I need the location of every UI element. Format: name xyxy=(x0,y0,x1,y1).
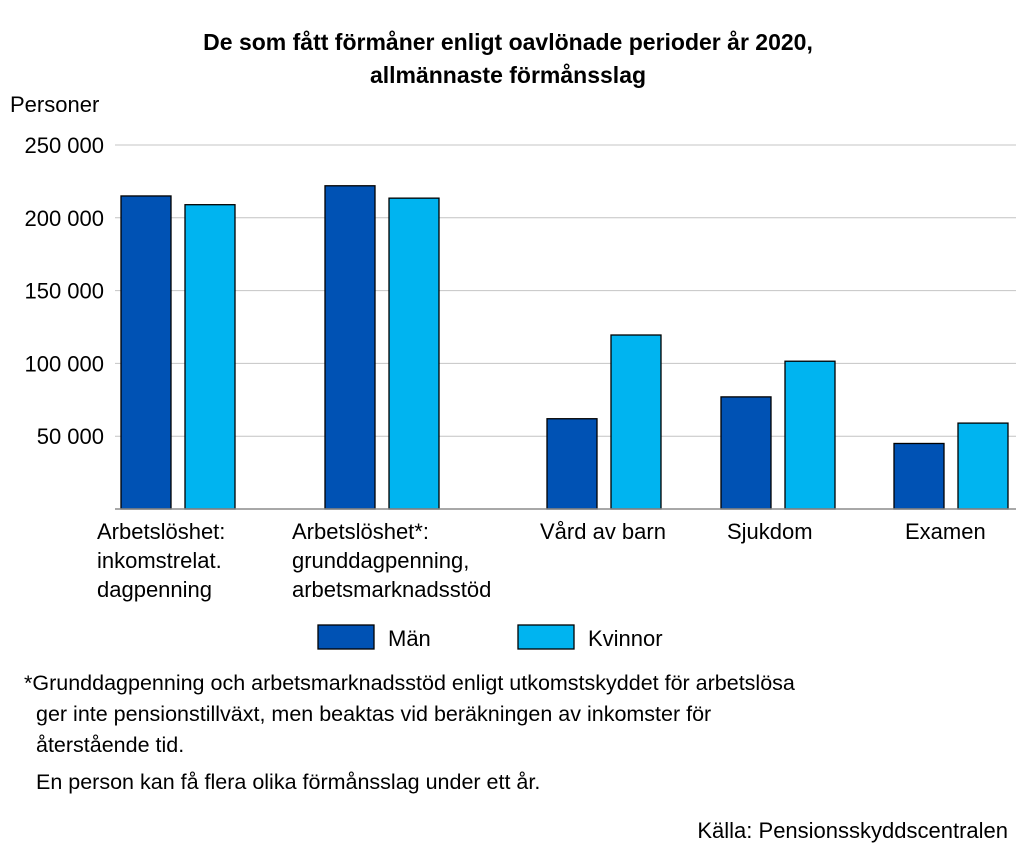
footnote-line-1: *Grunddagpenning och arbetsmarknadsstöd … xyxy=(24,671,795,695)
y-axis-tick-labels: 50 000 100 000 150 000 200 000 250 000 xyxy=(24,133,104,449)
legend-swatch-man xyxy=(317,624,375,650)
y-tick-label: 150 000 xyxy=(24,279,104,304)
y-axis-label: Personer xyxy=(10,92,99,117)
x-category-label: dagpenning xyxy=(97,577,212,602)
bar-man-2 xyxy=(546,418,598,510)
bar-man-0 xyxy=(120,195,172,510)
bar-kvinnor-1 xyxy=(388,197,440,510)
remark-text: En person kan få flera olika förmånsslag… xyxy=(36,770,541,794)
gridlines xyxy=(115,144,1016,437)
bar-kvinnor-3 xyxy=(784,360,836,510)
legend-swatch-kvinnor xyxy=(517,624,575,650)
chart-title-line-2: allmännaste förmånsslag xyxy=(370,62,646,88)
legend-label-man: Män xyxy=(388,626,431,651)
x-axis-category-labels: Arbetslöshet: inkomstrelat. dagpenning Arbe… xyxy=(97,519,986,602)
chart-title-line-1: De som fått förmåner enligt oavlönade pe… xyxy=(203,29,813,55)
footnote-line-2: ger inte pensionstillväxt, men beaktas v… xyxy=(36,702,712,726)
bar-kvinnor-2 xyxy=(610,334,662,510)
y-tick-label: 50 000 xyxy=(37,424,104,449)
x-category-label: grunddagpenning, xyxy=(292,548,469,573)
x-category-label: Arbetslöshet: xyxy=(97,519,225,544)
x-category-label: Examen xyxy=(905,519,986,544)
bar-chart: De som fått förmåner enligt oavlönade pe… xyxy=(10,29,1016,651)
y-tick-label: 250 000 xyxy=(24,133,104,158)
bar-kvinnor-4 xyxy=(957,422,1009,510)
y-tick-label: 100 000 xyxy=(24,351,104,376)
x-category-label: Vård av barn xyxy=(540,519,666,544)
x-category-label: inkomstrelat. xyxy=(97,548,222,573)
x-category-label: Arbetslöshet*: xyxy=(292,519,429,544)
bars xyxy=(120,185,1009,510)
bar-man-3 xyxy=(720,396,772,510)
y-tick-label: 200 000 xyxy=(24,206,104,231)
bar-man-4 xyxy=(893,442,945,510)
legend: Män Kvinnor xyxy=(317,624,663,651)
legend-label-kvinnor: Kvinnor xyxy=(588,626,663,651)
bar-kvinnor-0 xyxy=(184,204,236,510)
source-text: Källa: Pensionsskyddscentralen xyxy=(697,818,1008,843)
x-category-label: arbetsmarknadsstöd xyxy=(292,577,491,602)
chart-notes: *Grunddagpenning och arbetsmarknadsstöd … xyxy=(24,668,1020,798)
x-category-label: Sjukdom xyxy=(727,519,813,544)
footnote-line-3: återstående tid. xyxy=(36,733,185,757)
bar-man-1 xyxy=(324,185,376,510)
chart-title: De som fått förmåner enligt oavlönade pe… xyxy=(203,29,813,88)
